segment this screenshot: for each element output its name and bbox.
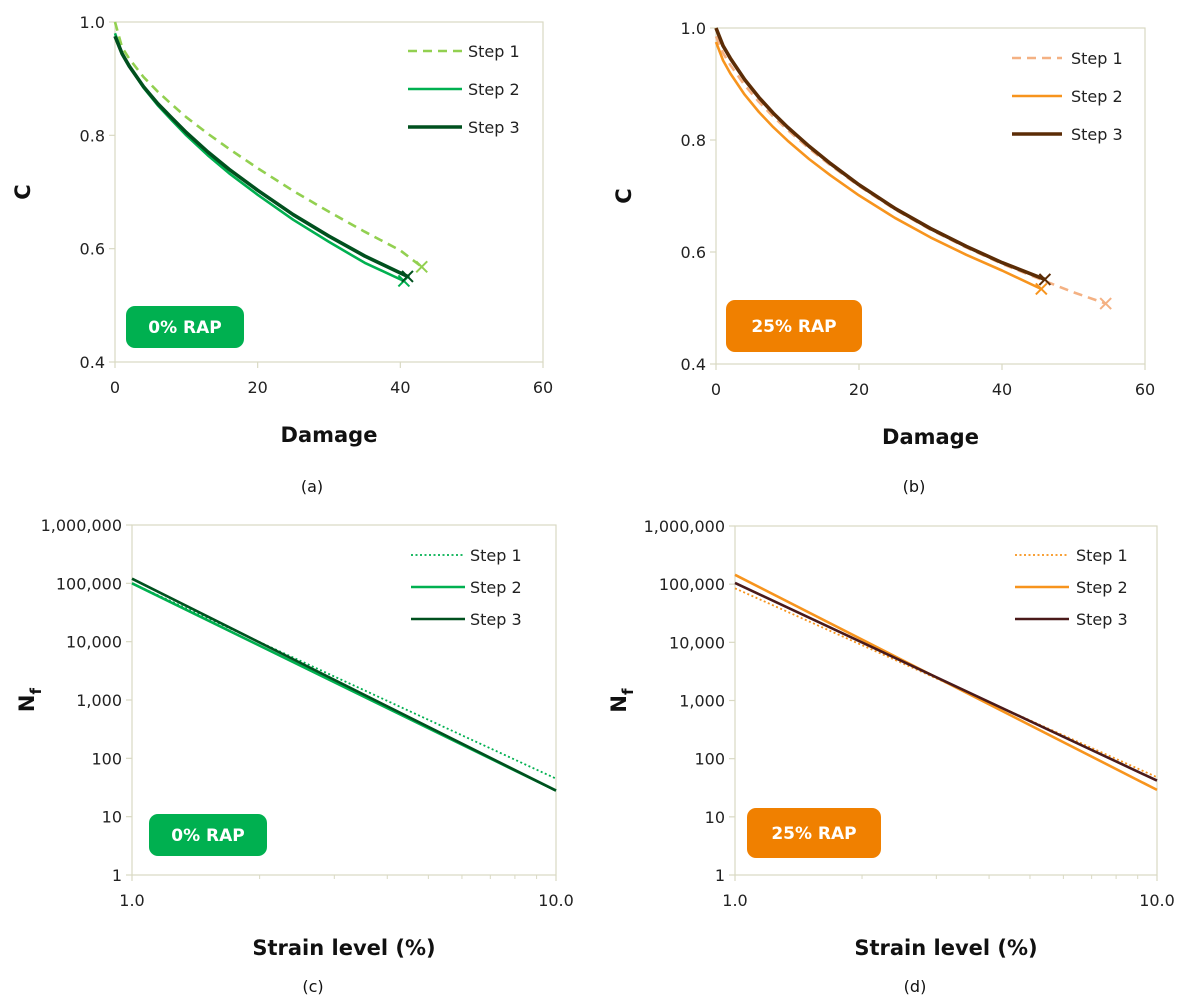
y-axis-title-subscript: f bbox=[619, 688, 637, 695]
legend-label-step-2: Step 2 bbox=[1076, 578, 1128, 597]
y-axis-title-main: N bbox=[607, 695, 631, 713]
y-axis-title-subscript: f bbox=[27, 687, 45, 694]
x-tick-label: 1.0 bbox=[119, 891, 144, 910]
series-line-step-2 bbox=[113, 32, 405, 283]
series-line-step-3 bbox=[131, 577, 557, 792]
y-tick-label: 10 bbox=[705, 808, 725, 827]
y-tick-label: 10,000 bbox=[66, 633, 122, 652]
series-end-marker-step-2 bbox=[1035, 282, 1048, 296]
legend-label-step-3: Step 3 bbox=[470, 610, 522, 629]
legend-label-step-1: Step 1 bbox=[468, 42, 520, 61]
legend-label-step-2: Step 2 bbox=[1071, 87, 1123, 106]
panel-caption: (a) bbox=[301, 477, 323, 496]
y-axis-title-main: C bbox=[612, 188, 636, 203]
series-line-step-1 bbox=[714, 35, 1107, 305]
rap-badge bbox=[747, 808, 881, 858]
y-tick-label: 10,000 bbox=[669, 633, 725, 652]
plot-area-frame bbox=[715, 27, 1146, 365]
y-tick-label: 100,000 bbox=[56, 574, 122, 593]
x-tick-label: 60 bbox=[1135, 380, 1155, 399]
y-tick-label: 1 bbox=[112, 866, 122, 885]
rap-badge-label: 0% RAP bbox=[171, 826, 245, 846]
x-tick-label: 1.0 bbox=[722, 891, 747, 910]
y-tick-label: 100 bbox=[91, 749, 122, 768]
series-end-marker-step-1 bbox=[415, 260, 428, 274]
legend-label-step-3: Step 3 bbox=[1071, 125, 1123, 144]
series-line-step-1 bbox=[131, 582, 557, 780]
y-axis-title: Nf bbox=[15, 687, 45, 712]
y-tick-label: 1,000,000 bbox=[644, 517, 725, 536]
y-tick-label: 100,000 bbox=[659, 575, 725, 594]
y-axis-title: Nf bbox=[607, 688, 637, 713]
rap-badge bbox=[126, 306, 244, 348]
y-tick-label: 0.6 bbox=[681, 243, 706, 262]
y-tick-label: 1,000,000 bbox=[41, 516, 122, 535]
y-tick-label: 0.6 bbox=[80, 240, 105, 259]
y-tick-label: 0.8 bbox=[681, 131, 706, 150]
y-tick-label: 1.0 bbox=[80, 13, 105, 32]
x-tick-label: 20 bbox=[849, 380, 869, 399]
y-tick-label: 1 bbox=[715, 866, 725, 885]
panel-caption: (b) bbox=[903, 477, 926, 496]
x-tick-label: 40 bbox=[390, 378, 410, 397]
rap-badge-label: 25% RAP bbox=[751, 317, 836, 337]
x-axis-title: Strain level (%) bbox=[854, 936, 1037, 960]
y-axis-title: C bbox=[11, 184, 35, 199]
rap-badge bbox=[726, 300, 862, 352]
x-axis-title: Damage bbox=[882, 425, 979, 449]
rap-badge bbox=[149, 814, 267, 856]
series-line-step-3 bbox=[734, 581, 1158, 782]
x-tick-label: 20 bbox=[247, 378, 267, 397]
chart-b: 0.4 0.6 0.8 1.0 0 20 40 60 Damage C Step 1 Step 2 St… bbox=[612, 19, 1155, 496]
x-axis-title: Strain level (%) bbox=[252, 936, 435, 960]
series-end-marker-step-3 bbox=[401, 270, 414, 283]
legend-label-step-2: Step 2 bbox=[470, 578, 522, 597]
series-line-step-3 bbox=[113, 35, 409, 279]
plot-area-frame bbox=[114, 21, 544, 363]
y-tick-label: 1.0 bbox=[681, 19, 706, 38]
y-tick-label: 0.8 bbox=[80, 126, 105, 145]
series-line-step-3 bbox=[714, 27, 1046, 282]
x-axis-title: Damage bbox=[281, 423, 378, 447]
y-axis-title-main: N bbox=[15, 694, 39, 712]
x-tick-label: 0 bbox=[110, 378, 120, 397]
y-tick-label: 0.4 bbox=[80, 353, 105, 372]
legend-label-step-3: Step 3 bbox=[1076, 610, 1128, 629]
y-tick-label: 10 bbox=[102, 808, 122, 827]
legend-label-step-1: Step 1 bbox=[1076, 546, 1128, 565]
chart-a: 0.4 0.6 0.8 1.0 0 20 40 60 Damage C Step 1 Step 2 St… bbox=[11, 13, 553, 496]
y-tick-label: 1,000 bbox=[76, 691, 122, 710]
chart-c: 1 10 100 1,000 10,000 100,000 1,000,000 1.0 10.0… bbox=[15, 516, 574, 996]
x-tick-label: 60 bbox=[533, 378, 553, 397]
y-tick-label: 0.4 bbox=[681, 355, 706, 374]
y-axis-title-main: C bbox=[11, 184, 35, 199]
legend-label-step-2: Step 2 bbox=[468, 80, 520, 99]
chart-d: 1 10 100 1,000 10,000 100,000 1,000,000 1.0 10.0… bbox=[607, 517, 1175, 996]
x-tick-label: 10.0 bbox=[538, 891, 574, 910]
rap-badge-label: 25% RAP bbox=[771, 824, 856, 844]
series-line-step-1 bbox=[113, 21, 423, 268]
series-end-marker-step-1 bbox=[1099, 297, 1112, 310]
panel-caption: (d) bbox=[904, 977, 927, 996]
series-end-marker-step-3 bbox=[1038, 273, 1052, 286]
x-tick-label: 40 bbox=[992, 380, 1012, 399]
x-tick-label: 0 bbox=[711, 380, 721, 399]
y-tick-label: 100 bbox=[694, 750, 725, 769]
rap-badge-label: 0% RAP bbox=[148, 318, 222, 338]
y-tick-label: 1,000 bbox=[679, 692, 725, 711]
panel-caption: (c) bbox=[302, 977, 323, 996]
series-line-step-2 bbox=[714, 41, 1042, 291]
x-tick-label: 10.0 bbox=[1139, 891, 1175, 910]
legend-label-step-1: Step 1 bbox=[470, 546, 522, 565]
legend-label-step-3: Step 3 bbox=[468, 118, 520, 137]
y-axis-title: C bbox=[612, 188, 636, 203]
legend-label-step-1: Step 1 bbox=[1071, 49, 1123, 68]
